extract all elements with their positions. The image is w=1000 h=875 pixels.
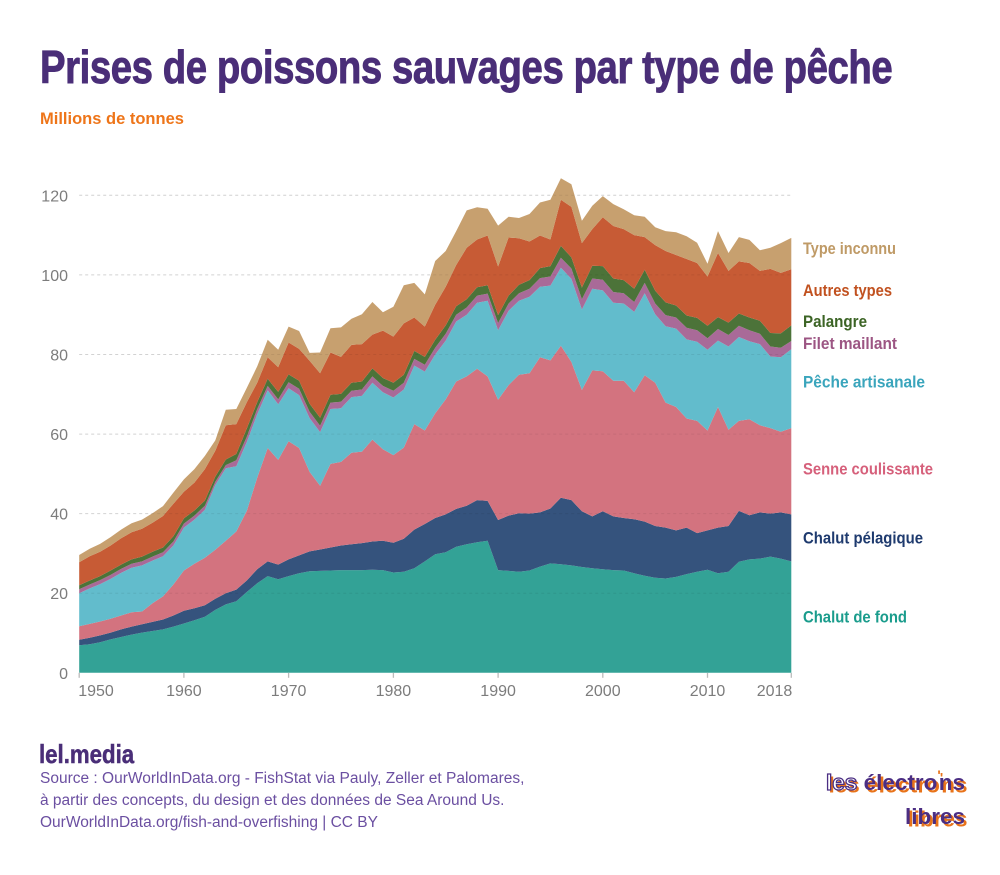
svg-text:80: 80	[50, 348, 68, 365]
svg-text:Type inconnu: Type inconnu	[803, 239, 896, 258]
svg-text:1970: 1970	[271, 683, 307, 700]
svg-text:Chalut de fond: Chalut de fond	[803, 608, 907, 627]
svg-text:Pêche artisanale: Pêche artisanale	[803, 373, 925, 392]
svg-text:60: 60	[50, 427, 68, 444]
svg-text:1960: 1960	[166, 683, 202, 700]
svg-text:100: 100	[41, 268, 68, 285]
svg-text:2018: 2018	[757, 683, 793, 700]
svg-text:Autres types: Autres types	[803, 281, 892, 300]
svg-text:Senne coulissante: Senne coulissante	[803, 460, 933, 479]
svg-text:Palangre: Palangre	[803, 312, 867, 331]
svg-text:1950: 1950	[78, 683, 114, 700]
svg-text:2010: 2010	[690, 683, 726, 700]
svg-text:0: 0	[59, 666, 68, 683]
svg-text:Filet maillant: Filet maillant	[803, 334, 897, 353]
svg-text:Chalut pélagique: Chalut pélagique	[803, 529, 923, 548]
svg-text:1990: 1990	[480, 683, 516, 700]
svg-text:20: 20	[50, 586, 68, 603]
svg-text:1980: 1980	[376, 683, 412, 700]
svg-text:120: 120	[41, 188, 68, 205]
svg-text:2000: 2000	[585, 683, 621, 700]
svg-text:40: 40	[50, 507, 68, 524]
